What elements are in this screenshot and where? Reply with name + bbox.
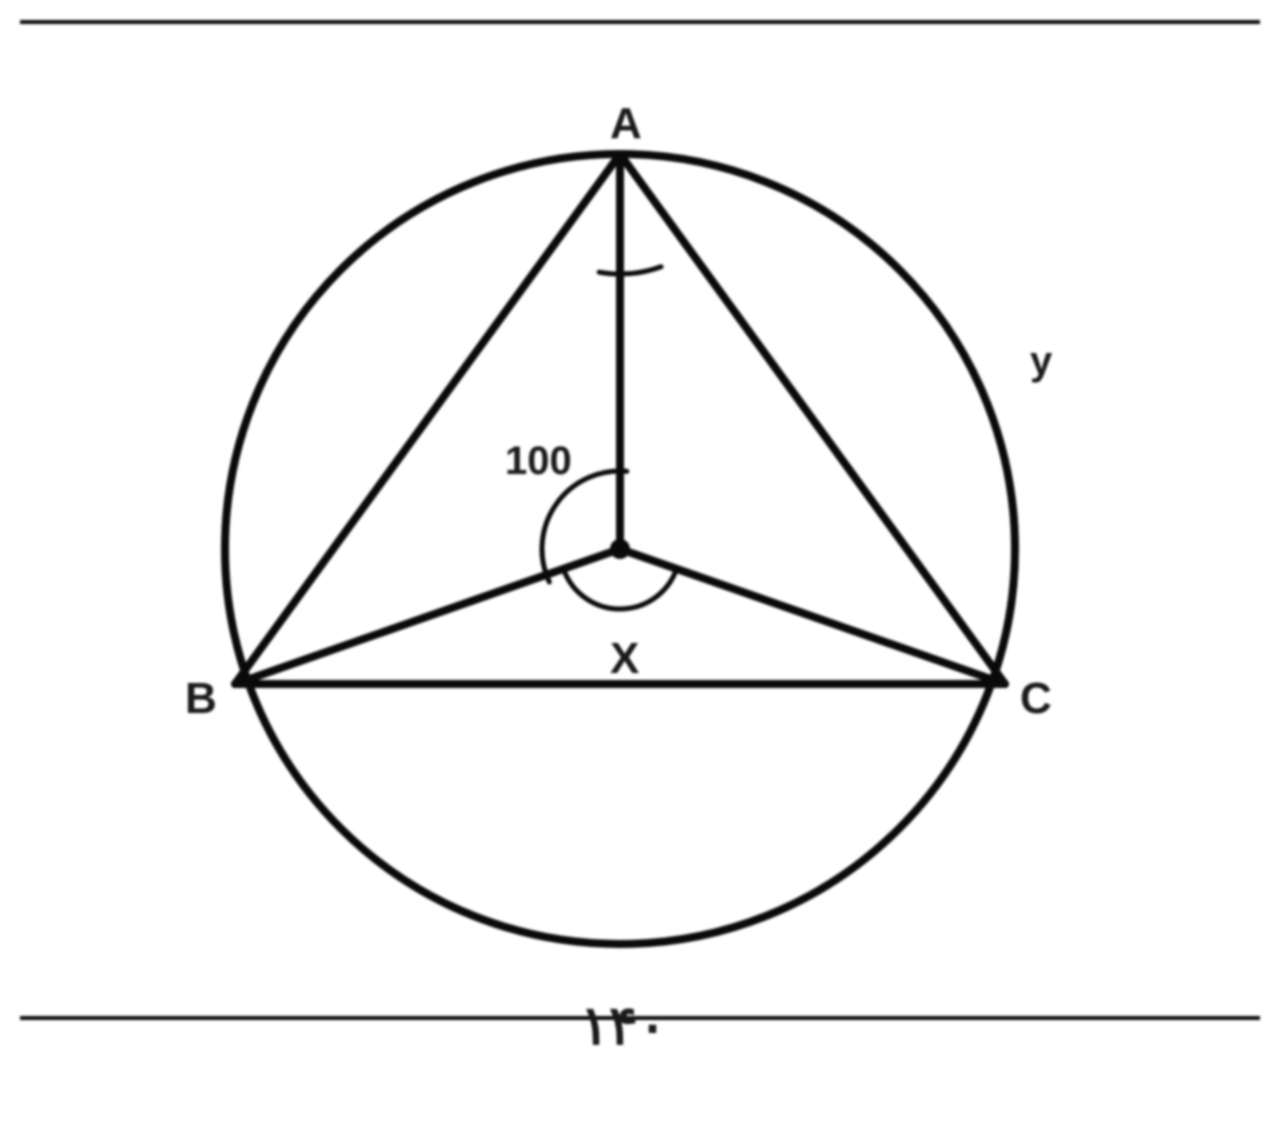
label-A: A: [610, 99, 642, 149]
diagram-frame: A B C X y 100 ۱۴۰: [20, 20, 1260, 1020]
label-X: X: [610, 634, 639, 684]
label-C: C: [1020, 674, 1052, 724]
label-y: y: [1030, 339, 1052, 384]
label-B: B: [185, 674, 217, 724]
label-bottom-arc-140: ۱۴۰: [580, 994, 667, 1057]
label-angle-100: 100: [505, 439, 572, 484]
geometry-svg: [20, 24, 1260, 1024]
